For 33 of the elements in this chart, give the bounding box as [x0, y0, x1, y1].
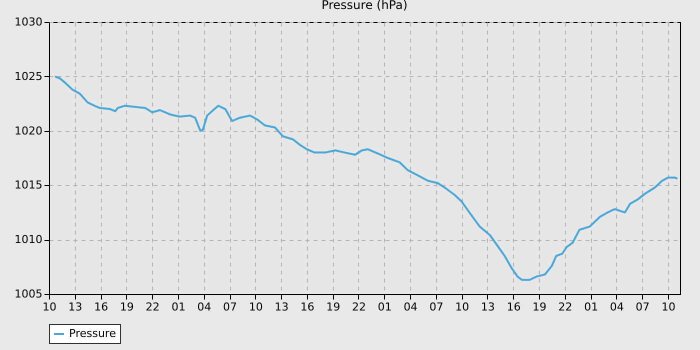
x-tick-label: 16	[506, 300, 521, 314]
x-tick-label: 22	[352, 300, 366, 314]
x-tick-label: 04	[610, 300, 624, 314]
y-tick-label: 1005	[14, 288, 42, 300]
x-tick-label: 13	[480, 300, 495, 314]
x-tick-label: 10	[455, 300, 470, 314]
x-tick-label: 22	[558, 300, 572, 314]
x-tick-label: 04	[404, 300, 418, 314]
x-tick-label: 07	[223, 300, 238, 314]
x-tick-label: 10	[248, 300, 263, 314]
x-tick-label: 07	[636, 300, 650, 314]
x-tick-label: 19	[532, 300, 547, 314]
x-tick-label: 10	[661, 300, 676, 314]
chart-title: Pressure (hPa)	[321, 0, 408, 12]
y-tick-label: 1015	[14, 178, 42, 192]
x-tick-label: 10	[42, 300, 56, 314]
x-tick-label: 01	[171, 300, 186, 314]
y-tick-label: 1030	[14, 16, 42, 28]
x-tick-label: 07	[429, 300, 444, 314]
y-tick-label: 1010	[14, 233, 42, 246]
x-tick-label: 13	[274, 300, 289, 314]
x-tick-label: 19	[120, 300, 134, 314]
x-tick-label: 19	[326, 300, 340, 314]
x-tick-label: 13	[68, 300, 82, 314]
x-tick-label: 16	[300, 300, 314, 314]
x-tick-label: 22	[146, 300, 160, 314]
x-tick-label: 01	[584, 300, 598, 314]
x-tick-label: 01	[378, 300, 392, 314]
x-tick-label: 16	[94, 300, 108, 314]
y-tick-label: 1020	[14, 124, 42, 138]
y-tick-label: 1025	[14, 70, 42, 83]
x-tick-label: 04	[197, 300, 212, 314]
legend-label: Pressure	[69, 327, 116, 340]
